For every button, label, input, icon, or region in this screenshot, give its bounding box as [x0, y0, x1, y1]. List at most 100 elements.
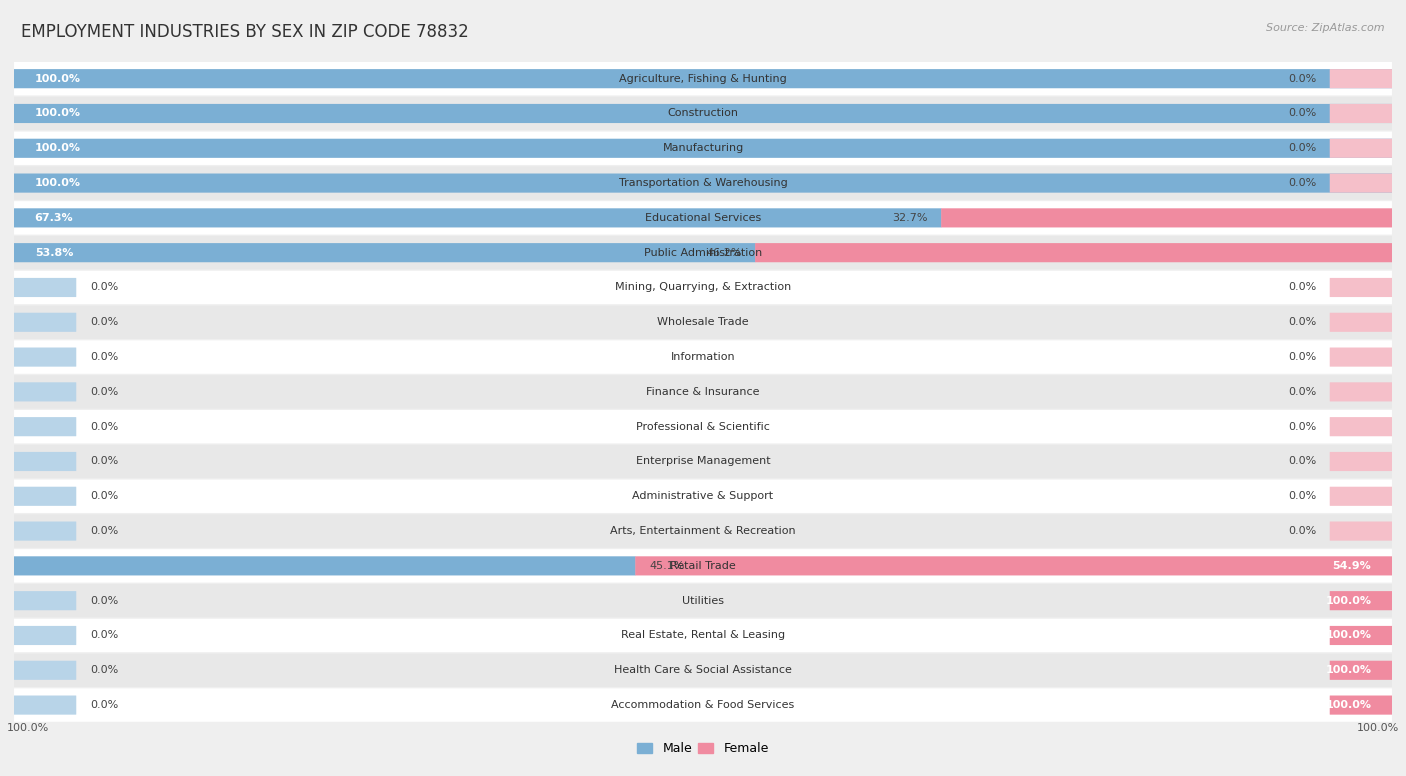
FancyBboxPatch shape: [14, 348, 76, 366]
Text: Wholesale Trade: Wholesale Trade: [657, 317, 749, 327]
FancyBboxPatch shape: [14, 618, 1392, 652]
Text: 0.0%: 0.0%: [1288, 352, 1316, 362]
Text: 67.3%: 67.3%: [35, 213, 73, 223]
FancyBboxPatch shape: [14, 271, 1392, 304]
FancyBboxPatch shape: [14, 383, 76, 401]
Text: Retail Trade: Retail Trade: [671, 561, 735, 571]
Text: Health Care & Social Assistance: Health Care & Social Assistance: [614, 665, 792, 675]
FancyBboxPatch shape: [14, 410, 1392, 443]
FancyBboxPatch shape: [14, 104, 1392, 123]
Text: 0.0%: 0.0%: [90, 456, 118, 466]
Text: 0.0%: 0.0%: [90, 352, 118, 362]
FancyBboxPatch shape: [14, 695, 76, 715]
Text: 0.0%: 0.0%: [1288, 144, 1316, 154]
Text: Source: ZipAtlas.com: Source: ZipAtlas.com: [1267, 23, 1385, 33]
Legend: Male, Female: Male, Female: [633, 737, 773, 760]
FancyBboxPatch shape: [636, 556, 1392, 576]
Text: 45.1%: 45.1%: [650, 561, 685, 571]
Text: 46.2%: 46.2%: [706, 248, 741, 258]
FancyBboxPatch shape: [14, 375, 1392, 409]
FancyBboxPatch shape: [14, 584, 1392, 618]
Text: 0.0%: 0.0%: [90, 700, 118, 710]
Text: 0.0%: 0.0%: [90, 596, 118, 606]
FancyBboxPatch shape: [14, 174, 1392, 192]
Text: 100.0%: 100.0%: [1357, 722, 1399, 733]
Text: 0.0%: 0.0%: [90, 317, 118, 327]
Text: 0.0%: 0.0%: [90, 665, 118, 675]
Text: 0.0%: 0.0%: [1288, 178, 1316, 188]
Text: 100.0%: 100.0%: [35, 74, 80, 84]
Text: 0.0%: 0.0%: [1288, 421, 1316, 431]
Text: Enterprise Management: Enterprise Management: [636, 456, 770, 466]
FancyBboxPatch shape: [14, 69, 1392, 88]
FancyBboxPatch shape: [1330, 695, 1406, 715]
Text: 0.0%: 0.0%: [90, 491, 118, 501]
Text: 0.0%: 0.0%: [1288, 74, 1316, 84]
FancyBboxPatch shape: [941, 208, 1392, 227]
FancyBboxPatch shape: [14, 549, 1392, 583]
Text: Finance & Insurance: Finance & Insurance: [647, 387, 759, 397]
Text: 0.0%: 0.0%: [1288, 491, 1316, 501]
FancyBboxPatch shape: [1330, 521, 1392, 541]
FancyBboxPatch shape: [14, 514, 1392, 548]
FancyBboxPatch shape: [14, 306, 1392, 339]
FancyBboxPatch shape: [14, 452, 76, 471]
Text: 100.0%: 100.0%: [1326, 700, 1371, 710]
Text: Information: Information: [671, 352, 735, 362]
FancyBboxPatch shape: [1330, 278, 1392, 297]
Text: 54.9%: 54.9%: [1333, 561, 1371, 571]
FancyBboxPatch shape: [1330, 626, 1406, 645]
Text: Manufacturing: Manufacturing: [662, 144, 744, 154]
FancyBboxPatch shape: [1330, 348, 1392, 366]
Text: 0.0%: 0.0%: [1288, 526, 1316, 536]
Text: Administrative & Support: Administrative & Support: [633, 491, 773, 501]
FancyBboxPatch shape: [14, 487, 76, 506]
FancyBboxPatch shape: [14, 626, 76, 645]
FancyBboxPatch shape: [14, 688, 1392, 722]
FancyBboxPatch shape: [1330, 174, 1392, 192]
FancyBboxPatch shape: [14, 278, 76, 297]
Text: 100.0%: 100.0%: [7, 722, 49, 733]
Text: Utilities: Utilities: [682, 596, 724, 606]
FancyBboxPatch shape: [14, 62, 1392, 95]
FancyBboxPatch shape: [14, 97, 1392, 130]
FancyBboxPatch shape: [14, 243, 755, 262]
FancyBboxPatch shape: [14, 139, 1392, 158]
Text: Arts, Entertainment & Recreation: Arts, Entertainment & Recreation: [610, 526, 796, 536]
FancyBboxPatch shape: [14, 341, 1392, 374]
FancyBboxPatch shape: [1330, 591, 1406, 610]
Text: EMPLOYMENT INDUSTRIES BY SEX IN ZIP CODE 78832: EMPLOYMENT INDUSTRIES BY SEX IN ZIP CODE…: [21, 23, 468, 41]
FancyBboxPatch shape: [14, 653, 1392, 687]
FancyBboxPatch shape: [14, 313, 76, 332]
Text: 100.0%: 100.0%: [1326, 596, 1371, 606]
Text: 0.0%: 0.0%: [90, 526, 118, 536]
Text: Professional & Scientific: Professional & Scientific: [636, 421, 770, 431]
Text: Construction: Construction: [668, 109, 738, 119]
Text: 0.0%: 0.0%: [1288, 387, 1316, 397]
Text: Transportation & Warehousing: Transportation & Warehousing: [619, 178, 787, 188]
FancyBboxPatch shape: [1330, 660, 1406, 680]
FancyBboxPatch shape: [14, 445, 1392, 478]
Text: 53.8%: 53.8%: [35, 248, 73, 258]
FancyBboxPatch shape: [1330, 104, 1392, 123]
Text: 32.7%: 32.7%: [891, 213, 928, 223]
Text: Mining, Quarrying, & Extraction: Mining, Quarrying, & Extraction: [614, 282, 792, 293]
FancyBboxPatch shape: [14, 480, 1392, 513]
FancyBboxPatch shape: [755, 243, 1392, 262]
Text: Public Administration: Public Administration: [644, 248, 762, 258]
Text: Agriculture, Fishing & Hunting: Agriculture, Fishing & Hunting: [619, 74, 787, 84]
FancyBboxPatch shape: [14, 208, 942, 227]
FancyBboxPatch shape: [1330, 452, 1392, 471]
Text: 0.0%: 0.0%: [1288, 109, 1316, 119]
FancyBboxPatch shape: [14, 660, 76, 680]
Text: 0.0%: 0.0%: [1288, 317, 1316, 327]
FancyBboxPatch shape: [1330, 417, 1392, 436]
FancyBboxPatch shape: [14, 166, 1392, 199]
Text: 0.0%: 0.0%: [90, 387, 118, 397]
Text: Educational Services: Educational Services: [645, 213, 761, 223]
Text: 100.0%: 100.0%: [35, 144, 80, 154]
FancyBboxPatch shape: [14, 201, 1392, 234]
FancyBboxPatch shape: [1330, 313, 1392, 332]
Text: 0.0%: 0.0%: [90, 630, 118, 640]
FancyBboxPatch shape: [1330, 383, 1392, 401]
